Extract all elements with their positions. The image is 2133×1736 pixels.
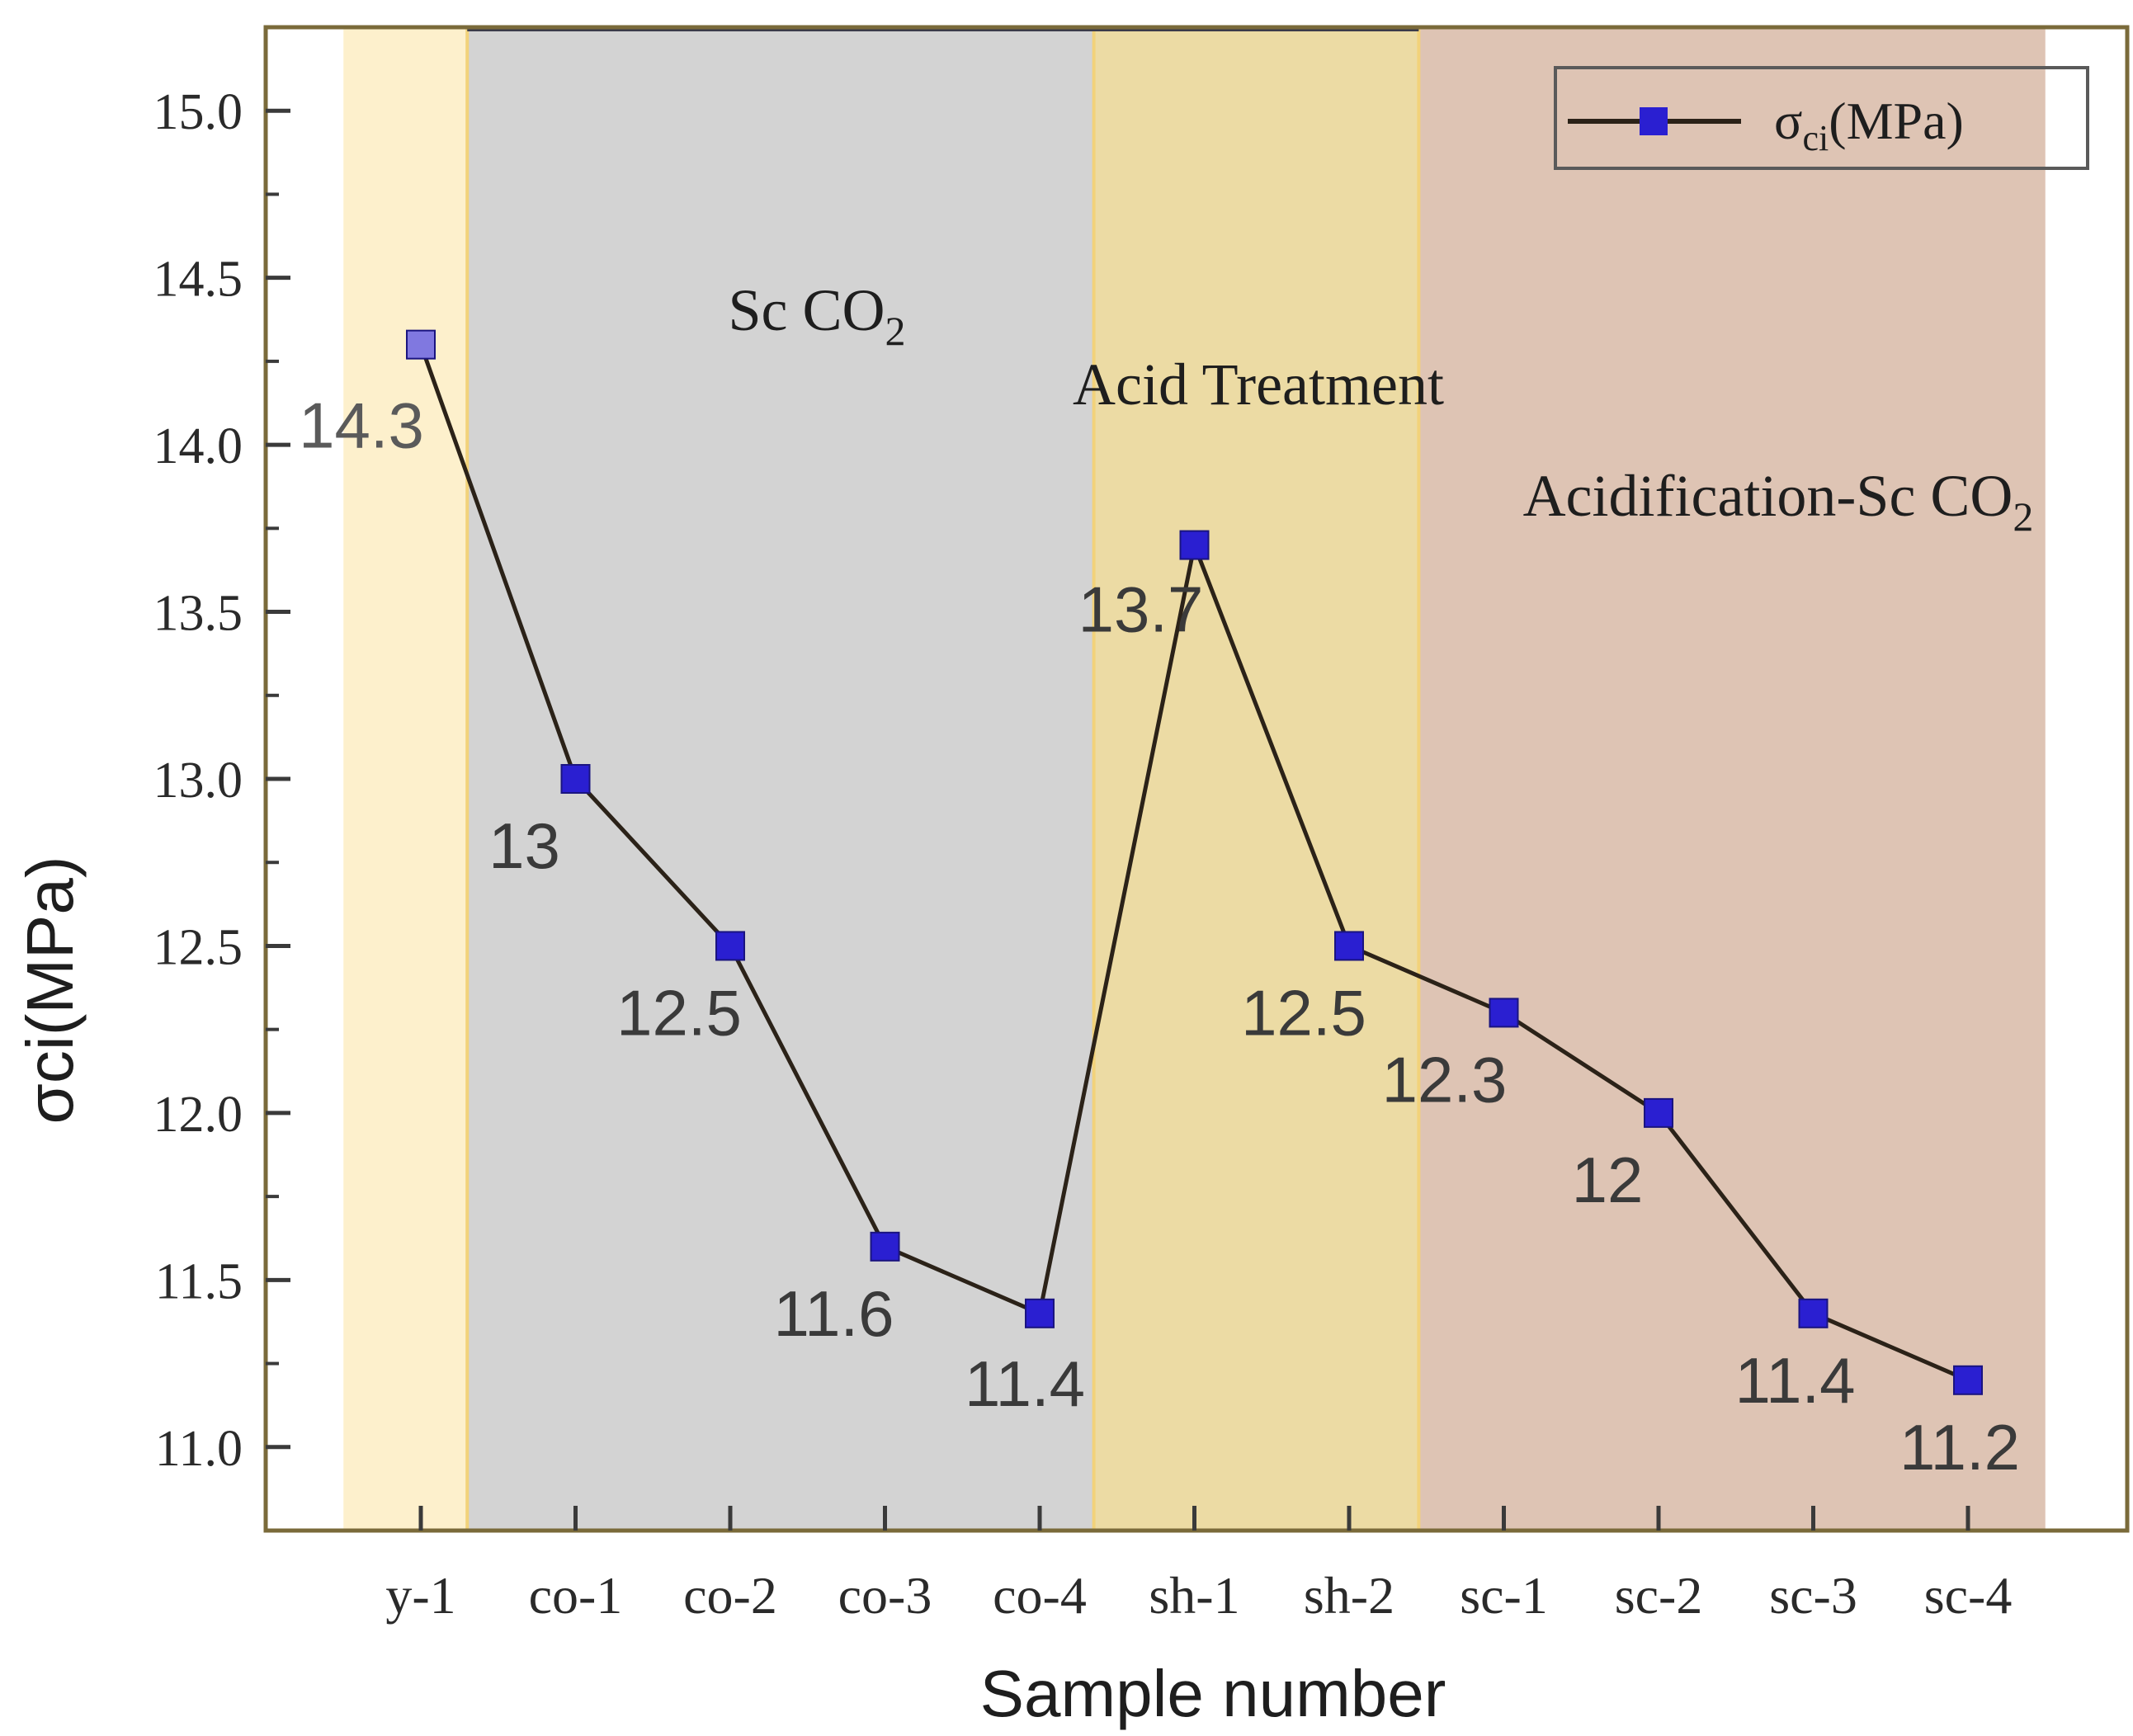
x-tick-label: y-1: [385, 1566, 455, 1625]
data-label: 12: [1572, 1144, 1644, 1216]
y-tick-label: 14.0: [153, 418, 243, 474]
data-point: [1179, 530, 1210, 560]
x-tick-label: sc-4: [1924, 1566, 2013, 1625]
data-point: [1489, 998, 1519, 1028]
y-tick-label: 15.0: [153, 84, 243, 140]
data-point: [1334, 931, 1364, 961]
data-point: [870, 1231, 900, 1262]
data-label: 11.6: [773, 1277, 894, 1350]
y-tick-label: 12.5: [153, 919, 243, 975]
x-tick-label: sh-1: [1149, 1566, 1239, 1625]
data-point: [715, 931, 745, 961]
x-tick-label: co-3: [838, 1566, 932, 1625]
background-region-2: [1093, 27, 1419, 1531]
x-tick-label: co-2: [683, 1566, 777, 1625]
series-sigma-ci: [406, 329, 1983, 1395]
background-region-0: [343, 27, 468, 1531]
background-region-3: [1418, 27, 2046, 1531]
data-label: 14.3: [299, 389, 424, 462]
x-tick-label: sc-2: [1615, 1566, 1703, 1625]
x-tick-label: sc-3: [1769, 1566, 1857, 1625]
region-labels: Sc CO2 Acid Treatment Acidification-Sc CO2: [728, 277, 2033, 540]
data-point: [1025, 1298, 1055, 1328]
y-tick-label: 11.5: [155, 1253, 243, 1309]
axes: 11.0 11.5 12.0 12.5 13.0 13.5 14.0 14.5 15.0 y-1 c…: [153, 25, 2130, 1625]
region-label-1: Sc CO2: [728, 277, 905, 354]
data-label: 12.5: [616, 976, 742, 1049]
y-tick-label: 13.0: [153, 752, 243, 809]
legend: σci(MPa): [1554, 66, 2089, 170]
data-label: 13: [488, 809, 560, 882]
region-label-3: Acidification-Sc CO2: [1523, 463, 2034, 540]
data-label: 12.3: [1382, 1043, 1508, 1116]
legend-marker: [1640, 107, 1668, 135]
data-point: [1644, 1097, 1673, 1128]
x-tick-label: co-1: [529, 1566, 623, 1625]
x-tick-label: sh-2: [1304, 1566, 1394, 1625]
y-tick-label: 12.0: [153, 1087, 243, 1143]
data-label: 11.4: [1734, 1344, 1855, 1417]
legend-box: [1554, 66, 2089, 170]
data-label: 13.7: [1078, 573, 1204, 646]
x-axis-label: Sample number: [980, 1657, 1446, 1730]
data-point: [406, 329, 436, 360]
y-tick-label: 13.5: [153, 586, 243, 642]
data-point: [1953, 1365, 1983, 1395]
x-tick-label: co-4: [993, 1566, 1087, 1625]
data-label: 11.2: [1899, 1411, 2020, 1484]
x-tick-label: sc-1: [1460, 1566, 1548, 1625]
y-tick-label: 11.0: [155, 1421, 243, 1477]
data-label: 11.4: [965, 1347, 1085, 1420]
data-label: 12.5: [1241, 976, 1366, 1049]
y-axis-label: σci(MPa): [13, 856, 87, 1125]
background-regions: [343, 26, 2046, 1531]
data-point: [560, 764, 591, 794]
data-point: [1798, 1298, 1829, 1328]
y-tick-label: 14.5: [153, 252, 243, 308]
legend-label: σci(MPa): [1774, 92, 1964, 158]
region-label-2: Acid Treatment: [1073, 351, 1444, 417]
